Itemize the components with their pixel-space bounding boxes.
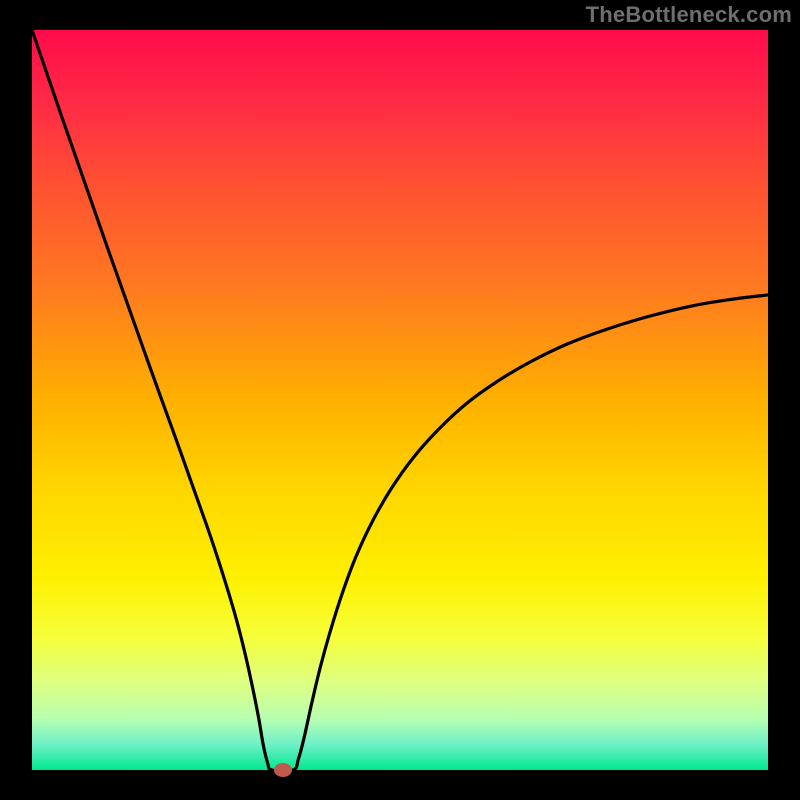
- watermark-text: TheBottleneck.com: [586, 2, 792, 28]
- optimum-marker: [274, 763, 292, 777]
- stage: TheBottleneck.com: [0, 0, 800, 800]
- plot-area: [32, 30, 768, 770]
- chart-svg: [0, 0, 800, 800]
